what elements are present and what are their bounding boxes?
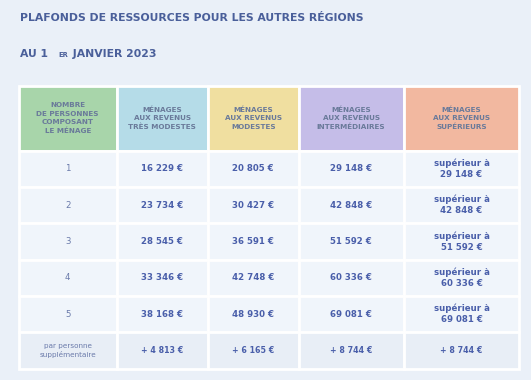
Text: 30 427 €: 30 427 € <box>232 201 274 210</box>
Text: NOMBRE
DE PERSONNES
COMPOSANT
LE MÉNAGE: NOMBRE DE PERSONNES COMPOSANT LE MÉNAGE <box>37 102 99 134</box>
Bar <box>208 150 298 187</box>
Bar <box>208 187 298 223</box>
Text: supérieur à
51 592 €: supérieur à 51 592 € <box>434 231 490 252</box>
Text: 4: 4 <box>65 273 71 282</box>
Bar <box>117 223 208 260</box>
Bar <box>404 296 519 332</box>
Text: 69 081 €: 69 081 € <box>330 310 372 318</box>
Bar <box>19 187 117 223</box>
Text: JANVIER 2023: JANVIER 2023 <box>69 49 157 59</box>
Text: 16 229 €: 16 229 € <box>141 164 183 173</box>
Text: supérieur à
69 081 €: supérieur à 69 081 € <box>434 304 490 325</box>
Bar <box>117 296 208 332</box>
Text: 36 591 €: 36 591 € <box>232 237 274 246</box>
Bar <box>298 332 404 369</box>
Text: par personne
supplémentaire: par personne supplémentaire <box>39 343 96 358</box>
Text: MÉNAGES
AUX REVENUS
SUPÉRIEURS: MÉNAGES AUX REVENUS SUPÉRIEURS <box>433 106 490 130</box>
Text: 2: 2 <box>65 201 71 210</box>
Bar <box>117 86 208 150</box>
Text: 48 930 €: 48 930 € <box>232 310 274 318</box>
Text: 1: 1 <box>65 164 71 173</box>
Bar <box>404 332 519 369</box>
Text: + 8 744 €: + 8 744 € <box>330 346 372 355</box>
Bar <box>298 260 404 296</box>
Text: + 4 813 €: + 4 813 € <box>141 346 183 355</box>
Text: 33 346 €: 33 346 € <box>141 273 183 282</box>
Bar <box>208 260 298 296</box>
Text: AU 1: AU 1 <box>20 49 48 59</box>
Text: 60 336 €: 60 336 € <box>330 273 372 282</box>
Text: 28 545 €: 28 545 € <box>141 237 183 246</box>
Bar <box>298 187 404 223</box>
Text: MÉNAGES
AUX REVENUS
MODESTES: MÉNAGES AUX REVENUS MODESTES <box>225 106 282 130</box>
Bar <box>117 260 208 296</box>
Text: 23 734 €: 23 734 € <box>141 201 183 210</box>
Text: supérieur à
60 336 €: supérieur à 60 336 € <box>434 268 490 288</box>
Text: MÉNAGES
AUX REVENUS
INTERMÉDIAIRES: MÉNAGES AUX REVENUS INTERMÉDIAIRES <box>317 106 386 130</box>
Text: + 8 744 €: + 8 744 € <box>440 346 483 355</box>
Text: 51 592 €: 51 592 € <box>330 237 372 246</box>
Bar <box>404 187 519 223</box>
Text: 5: 5 <box>65 310 71 318</box>
Bar <box>298 296 404 332</box>
Bar <box>298 223 404 260</box>
Bar <box>19 86 117 150</box>
Bar <box>404 150 519 187</box>
Text: 42 748 €: 42 748 € <box>232 273 275 282</box>
Bar <box>298 150 404 187</box>
Text: ER: ER <box>58 52 68 59</box>
Bar <box>208 86 298 150</box>
Bar <box>19 260 117 296</box>
Bar <box>19 223 117 260</box>
Text: 3: 3 <box>65 237 71 246</box>
Bar <box>404 86 519 150</box>
Bar <box>404 223 519 260</box>
Bar <box>19 296 117 332</box>
Text: PLAFONDS DE RESSOURCES POUR LES AUTRES RÉGIONS: PLAFONDS DE RESSOURCES POUR LES AUTRES R… <box>20 13 364 23</box>
Text: 20 805 €: 20 805 € <box>233 164 274 173</box>
Bar <box>117 150 208 187</box>
Bar <box>404 260 519 296</box>
Bar <box>208 296 298 332</box>
Bar <box>298 86 404 150</box>
Text: 29 148 €: 29 148 € <box>330 164 372 173</box>
Bar <box>117 187 208 223</box>
Text: 42 848 €: 42 848 € <box>330 201 372 210</box>
Text: supérieur à
29 148 €: supérieur à 29 148 € <box>434 158 490 179</box>
Bar <box>208 223 298 260</box>
Text: MÉNAGES
AUX REVENUS
TRÈS MODESTES: MÉNAGES AUX REVENUS TRÈS MODESTES <box>129 106 196 130</box>
Text: 38 168 €: 38 168 € <box>141 310 183 318</box>
Bar <box>19 150 117 187</box>
Text: + 6 165 €: + 6 165 € <box>232 346 275 355</box>
Text: supérieur à
42 848 €: supérieur à 42 848 € <box>434 195 490 215</box>
Bar <box>117 332 208 369</box>
Bar <box>208 332 298 369</box>
Bar <box>19 332 117 369</box>
